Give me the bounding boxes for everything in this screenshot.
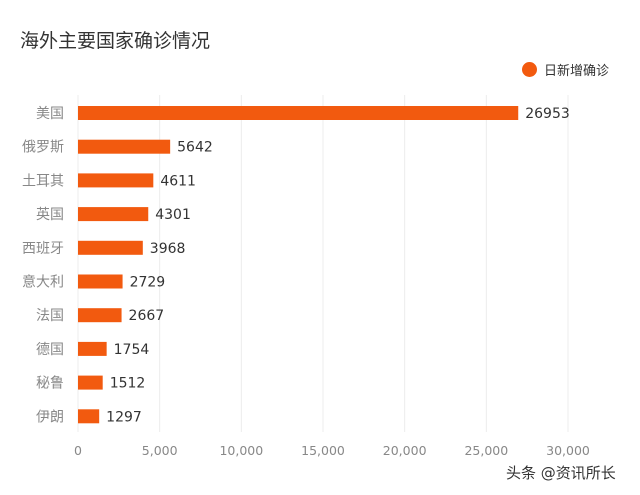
data-label: 4611	[160, 173, 196, 189]
bar	[78, 274, 123, 289]
bar	[78, 308, 122, 323]
legend-marker	[522, 62, 537, 77]
category-label: 伊朗	[36, 409, 64, 425]
category-label: 土耳其	[22, 173, 64, 189]
category-label: 西班牙	[22, 241, 64, 257]
category-label: 意大利	[22, 274, 64, 291]
category-label: 英国	[36, 206, 64, 223]
x-tick-label: 30,000	[546, 443, 590, 458]
category-label: 美国	[36, 106, 64, 122]
legend-label: 日新增确诊	[544, 64, 610, 79]
data-label: 5642	[177, 140, 213, 156]
data-label: 2667	[129, 308, 165, 324]
bar	[78, 207, 149, 222]
x-tick-label: 5,000	[142, 443, 178, 458]
x-tick-label: 15,000	[301, 443, 345, 458]
legend: 日新增确诊	[522, 60, 609, 79]
x-tick-label: 20,000	[383, 443, 427, 458]
data-label: 1512	[110, 376, 146, 392]
data-label: 1754	[114, 342, 150, 358]
bar	[78, 173, 154, 188]
x-tick-label: 0	[74, 443, 82, 458]
bar	[78, 409, 100, 424]
data-label: 4301	[155, 207, 191, 223]
x-tick-label: 10,000	[219, 443, 263, 458]
bar	[78, 375, 103, 390]
category-label: 法国	[36, 308, 64, 324]
category-label: 德国	[36, 342, 64, 358]
watermark: 头条 @资讯所长	[506, 464, 616, 482]
bar	[78, 139, 171, 154]
data-label: 3968	[150, 241, 186, 257]
chart-title: 海外主要国家确诊情况	[20, 30, 211, 52]
bar	[78, 106, 519, 120]
bar	[78, 341, 107, 356]
category-label: 俄罗斯	[22, 140, 64, 156]
bar	[78, 240, 143, 255]
x-tick-label: 25,000	[464, 443, 508, 458]
data-label: 1297	[106, 409, 142, 425]
category-label: 秘鲁	[36, 376, 64, 392]
data-label: 2729	[130, 275, 166, 291]
data-label: 26953	[525, 106, 570, 122]
